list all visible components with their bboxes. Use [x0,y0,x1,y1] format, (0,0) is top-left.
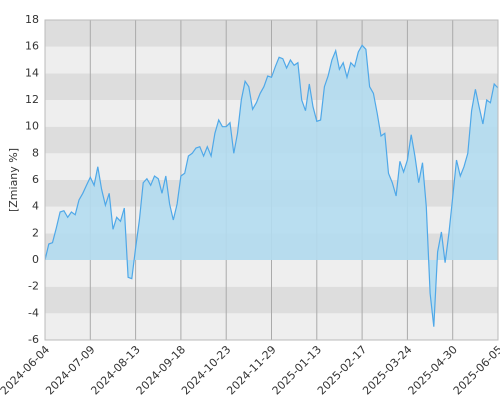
y-axis-label: [Zmiany %] [7,148,20,212]
y-tick-label: 12 [25,93,39,106]
y-tick-label: 4 [32,200,39,213]
y-tick-label: 8 [32,146,39,159]
y-tick-label: -2 [28,280,39,293]
y-tick-label: 10 [25,120,39,133]
y-tick-label: 2 [32,226,39,239]
y-tick-label: -4 [28,306,39,319]
y-tick-label: 18 [25,13,39,26]
y-tick-label: -6 [28,333,39,346]
plot-frame [44,19,499,341]
area [45,45,498,327]
y-tick-label: 0 [32,253,39,266]
line [44,44,499,327]
y-tick-label: 16 [25,40,39,53]
y-tick-label: 6 [32,173,39,186]
y-tick-label: 14 [25,66,39,79]
